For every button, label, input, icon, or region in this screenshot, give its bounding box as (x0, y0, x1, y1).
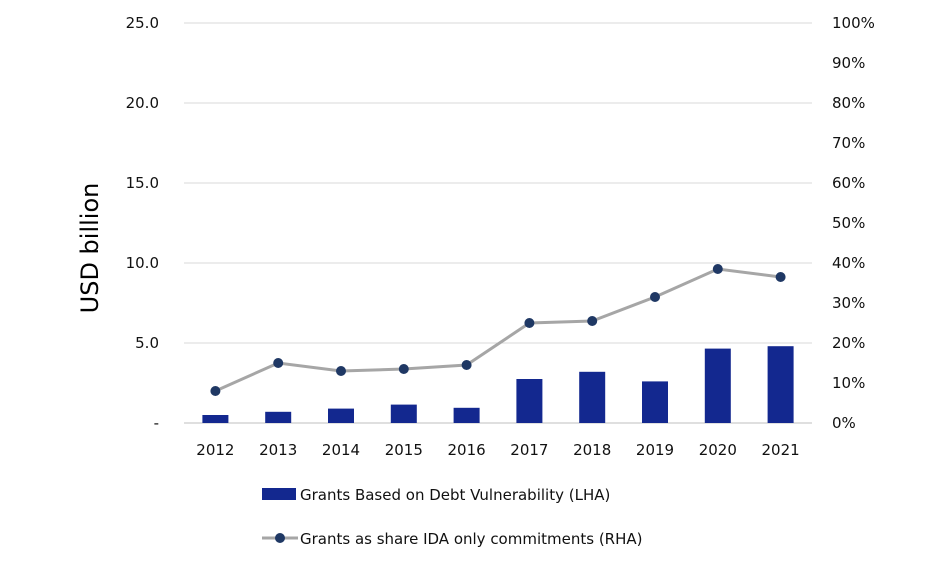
bar (704, 348, 731, 423)
line-series (210, 264, 786, 396)
left-y-axis: - 5.0 10.0 15.0 20.0 25.0 (126, 14, 159, 432)
line-point (210, 386, 221, 396)
bar (516, 379, 543, 423)
x-tick-label: 2020 (699, 441, 737, 459)
x-tick-label: 2021 (762, 441, 800, 459)
legend-bar-swatch (262, 488, 296, 500)
right-y-tick-label: 20% (832, 334, 865, 352)
bar-series (202, 346, 794, 423)
right-y-tick-label: 70% (832, 134, 865, 152)
line-point (398, 364, 409, 374)
x-tick-label: 2012 (196, 441, 234, 459)
right-y-tick-label: 80% (832, 94, 865, 112)
line-point (712, 264, 723, 274)
bar (453, 407, 480, 423)
bar (767, 346, 794, 423)
x-axis: 2012 2013 2014 2015 2016 2017 2018 2019 2020 2021 (196, 441, 799, 459)
bar (202, 415, 229, 423)
x-tick-label: 2018 (573, 441, 611, 459)
line-point (461, 360, 472, 370)
right-y-tick-label: 50% (832, 214, 865, 232)
right-y-tick-label: 90% (832, 54, 865, 72)
left-y-tick-label: 10.0 (126, 254, 159, 272)
right-y-tick-label: 10% (832, 374, 865, 392)
y-axis-title: USD billion (76, 183, 104, 314)
bar (328, 408, 354, 423)
left-y-tick-label: - (154, 414, 159, 432)
bar (642, 381, 668, 423)
bar (265, 411, 292, 423)
x-tick-label: 2015 (385, 441, 423, 459)
line-point (650, 292, 660, 302)
left-y-tick-label: 20.0 (126, 94, 159, 112)
right-y-tick-label: 60% (832, 174, 865, 192)
series-line (214, 267, 781, 393)
right-y-axis: 0% 10% 20% 30% 40% 50% 60% 70% 80% 90% 100% (832, 14, 875, 432)
line-point (587, 316, 598, 326)
right-y-tick-label: 30% (832, 294, 865, 312)
line-point (273, 358, 284, 368)
left-y-tick-label: 5.0 (135, 334, 159, 352)
line-point (775, 272, 786, 282)
line-point (524, 318, 535, 328)
legend-bar-label: Grants Based on Debt Vulnerability (LHA) (300, 486, 610, 504)
bar (579, 371, 606, 423)
left-y-tick-label: 15.0 (126, 174, 159, 192)
x-tick-label: 2016 (448, 441, 486, 459)
x-tick-label: 2014 (322, 441, 360, 459)
line-point (336, 366, 346, 376)
x-tick-label: 2019 (636, 441, 674, 459)
right-y-tick-label: 0% (832, 414, 856, 432)
right-y-tick-label: 100% (832, 14, 875, 32)
legend-line-label: Grants as share IDA only commitments (RH… (300, 530, 643, 548)
right-y-tick-label: 40% (832, 254, 865, 272)
x-tick-label: 2013 (259, 441, 297, 459)
bar (390, 404, 417, 423)
legend-line-marker (275, 533, 285, 543)
left-y-tick-label: 25.0 (126, 14, 159, 32)
legend: Grants Based on Debt Vulnerability (LHA)… (262, 486, 643, 548)
x-tick-label: 2017 (510, 441, 548, 459)
